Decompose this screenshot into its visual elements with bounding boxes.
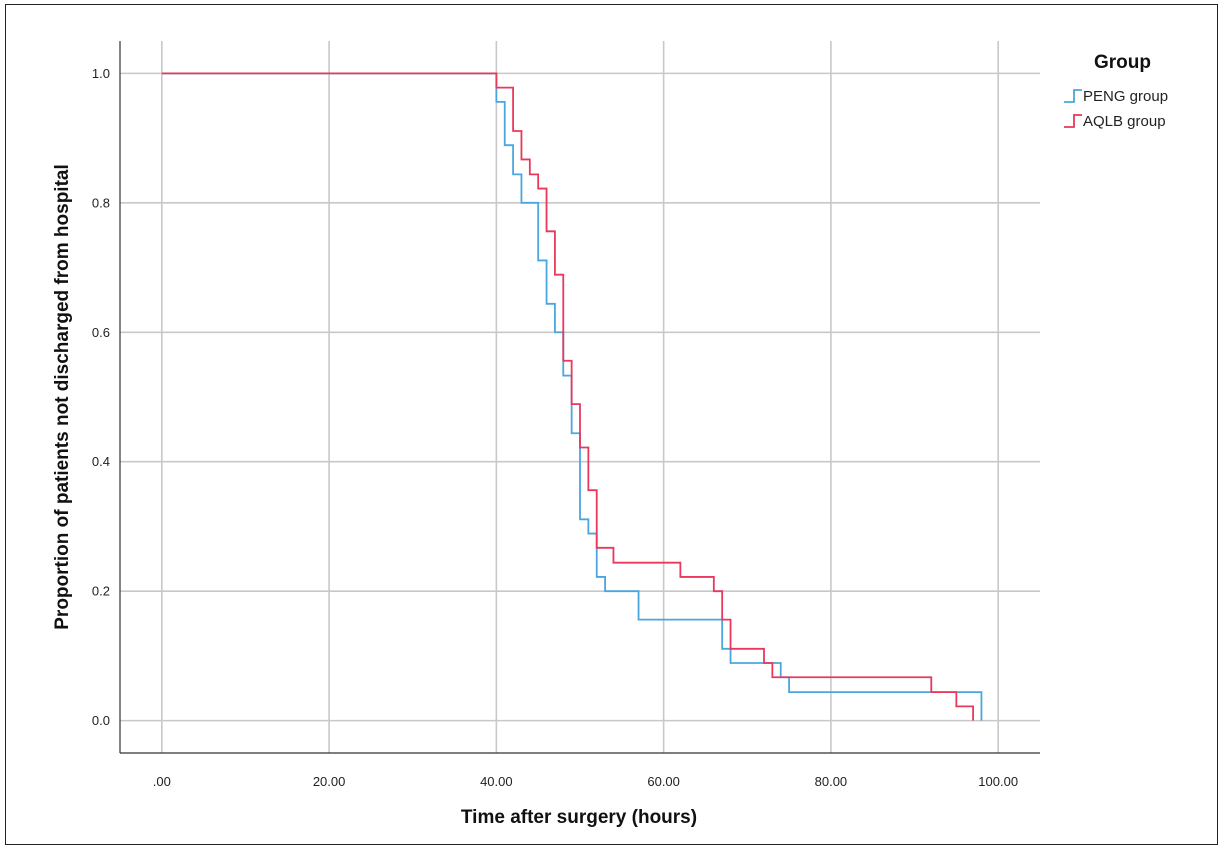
y-tick-label-0: 0.0	[92, 713, 110, 728]
axis-layer	[120, 41, 1040, 753]
y-tick-label-2: 0.4	[92, 454, 110, 469]
x-tick-label-5: 100.00	[978, 774, 1018, 789]
grid-layer	[120, 41, 1040, 753]
legend: Group PENG group AQLB group	[1064, 52, 1168, 130]
legend-label-0: PENG group	[1083, 88, 1168, 105]
x-tick-label-0: .00	[153, 774, 171, 789]
legend-swatch-1	[1064, 115, 1082, 127]
x-tick-label-2: 40.00	[480, 774, 513, 789]
y-tick-label-3: 0.6	[92, 325, 110, 340]
x-tick-label-1: 20.00	[313, 774, 346, 789]
legend-item-peng-group: PENG group	[1064, 88, 1168, 105]
x-tick-label-3: 60.00	[647, 774, 680, 789]
x-axis-title: Time after surgery (hours)	[461, 807, 697, 828]
legend-items: PENG group AQLB group	[1064, 88, 1168, 130]
x-tick-label-4: 80.00	[815, 774, 848, 789]
y-axis-title: Proportion of patients not discharged fr…	[52, 164, 73, 630]
y-tick-label-5: 1.0	[92, 66, 110, 81]
legend-item-aqlb-group: AQLB group	[1064, 113, 1166, 130]
series-layer	[162, 73, 982, 720]
legend-swatch-0	[1064, 90, 1082, 102]
tick-label-layer: .00 20.00 40.00 60.00 80.00 100.00 0.0 0.2 0.4 0.…	[92, 66, 1018, 789]
y-tick-label-1: 0.2	[92, 584, 110, 599]
y-tick-label-4: 0.8	[92, 195, 110, 210]
legend-label-1: AQLB group	[1083, 113, 1166, 130]
series-line-aqlb-group	[162, 73, 973, 720]
legend-title: Group	[1094, 52, 1151, 73]
